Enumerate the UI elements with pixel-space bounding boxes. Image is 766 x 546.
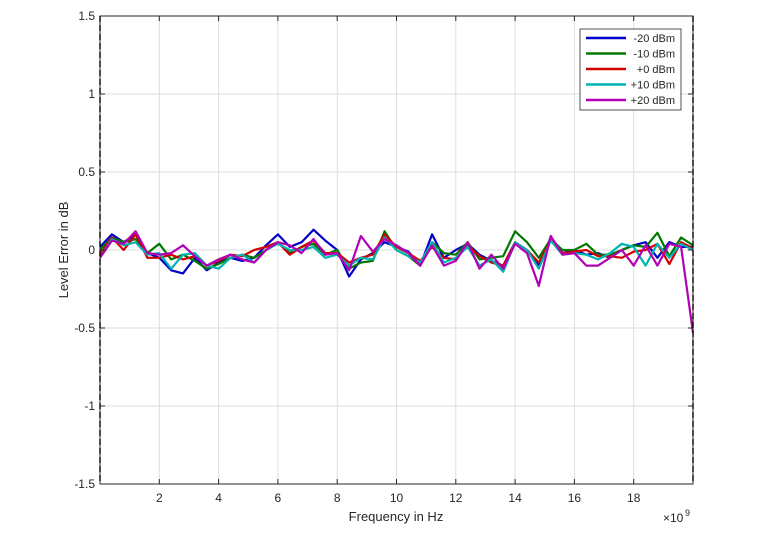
series-line-5	[99, 230, 695, 333]
x-tick-label: 6	[275, 491, 282, 505]
y-tick-label: -1	[84, 399, 95, 413]
y-tick-label: -0.5	[74, 321, 95, 335]
y-tick-label: 0	[88, 243, 95, 257]
x-exponent-base: ×10	[663, 511, 684, 525]
series-lines	[99, 228, 695, 333]
y-tick-label: 1.5	[78, 9, 95, 23]
x-tick-label: 14	[508, 491, 522, 505]
y-tick-label: 1	[88, 87, 95, 101]
y-tick-label: -1.5	[74, 477, 95, 491]
legend-entry-label: +20 dBm	[631, 95, 675, 107]
x-ticks: 2 4 6 8 10 12 14 16 18	[156, 16, 641, 505]
x-tick-label: 12	[449, 491, 463, 505]
series-line-4	[99, 236, 694, 273]
legend-entry-label: +0 dBm	[637, 64, 675, 76]
x-exponent: ×10 9	[663, 508, 690, 525]
x-tick-label: 18	[627, 491, 641, 505]
y-tick-label: 0.5	[78, 165, 95, 179]
legend: -20 dBm -10 dBm +0 dBm +10 dBm +20 dBm	[579, 28, 682, 111]
x-axis-label: Frequency in Hz	[349, 509, 444, 524]
x-tick-label: 4	[215, 491, 222, 505]
x-tick-label: 10	[390, 491, 404, 505]
x-tick-label: 2	[156, 491, 163, 505]
legend-entry-label: +10 dBm	[631, 80, 675, 92]
y-ticks: -1.5 -1 -0.5 0 0.5 1 1.5	[74, 9, 693, 491]
x-tick-label: 8	[334, 491, 341, 505]
y-axis-label: Level Error in dB	[56, 202, 71, 299]
legend-entry-label: -20 dBm	[633, 33, 675, 45]
x-tick-label: 16	[568, 491, 582, 505]
legend-entry-label: -10 dBm	[633, 49, 675, 61]
x-exponent-power: 9	[685, 508, 690, 518]
